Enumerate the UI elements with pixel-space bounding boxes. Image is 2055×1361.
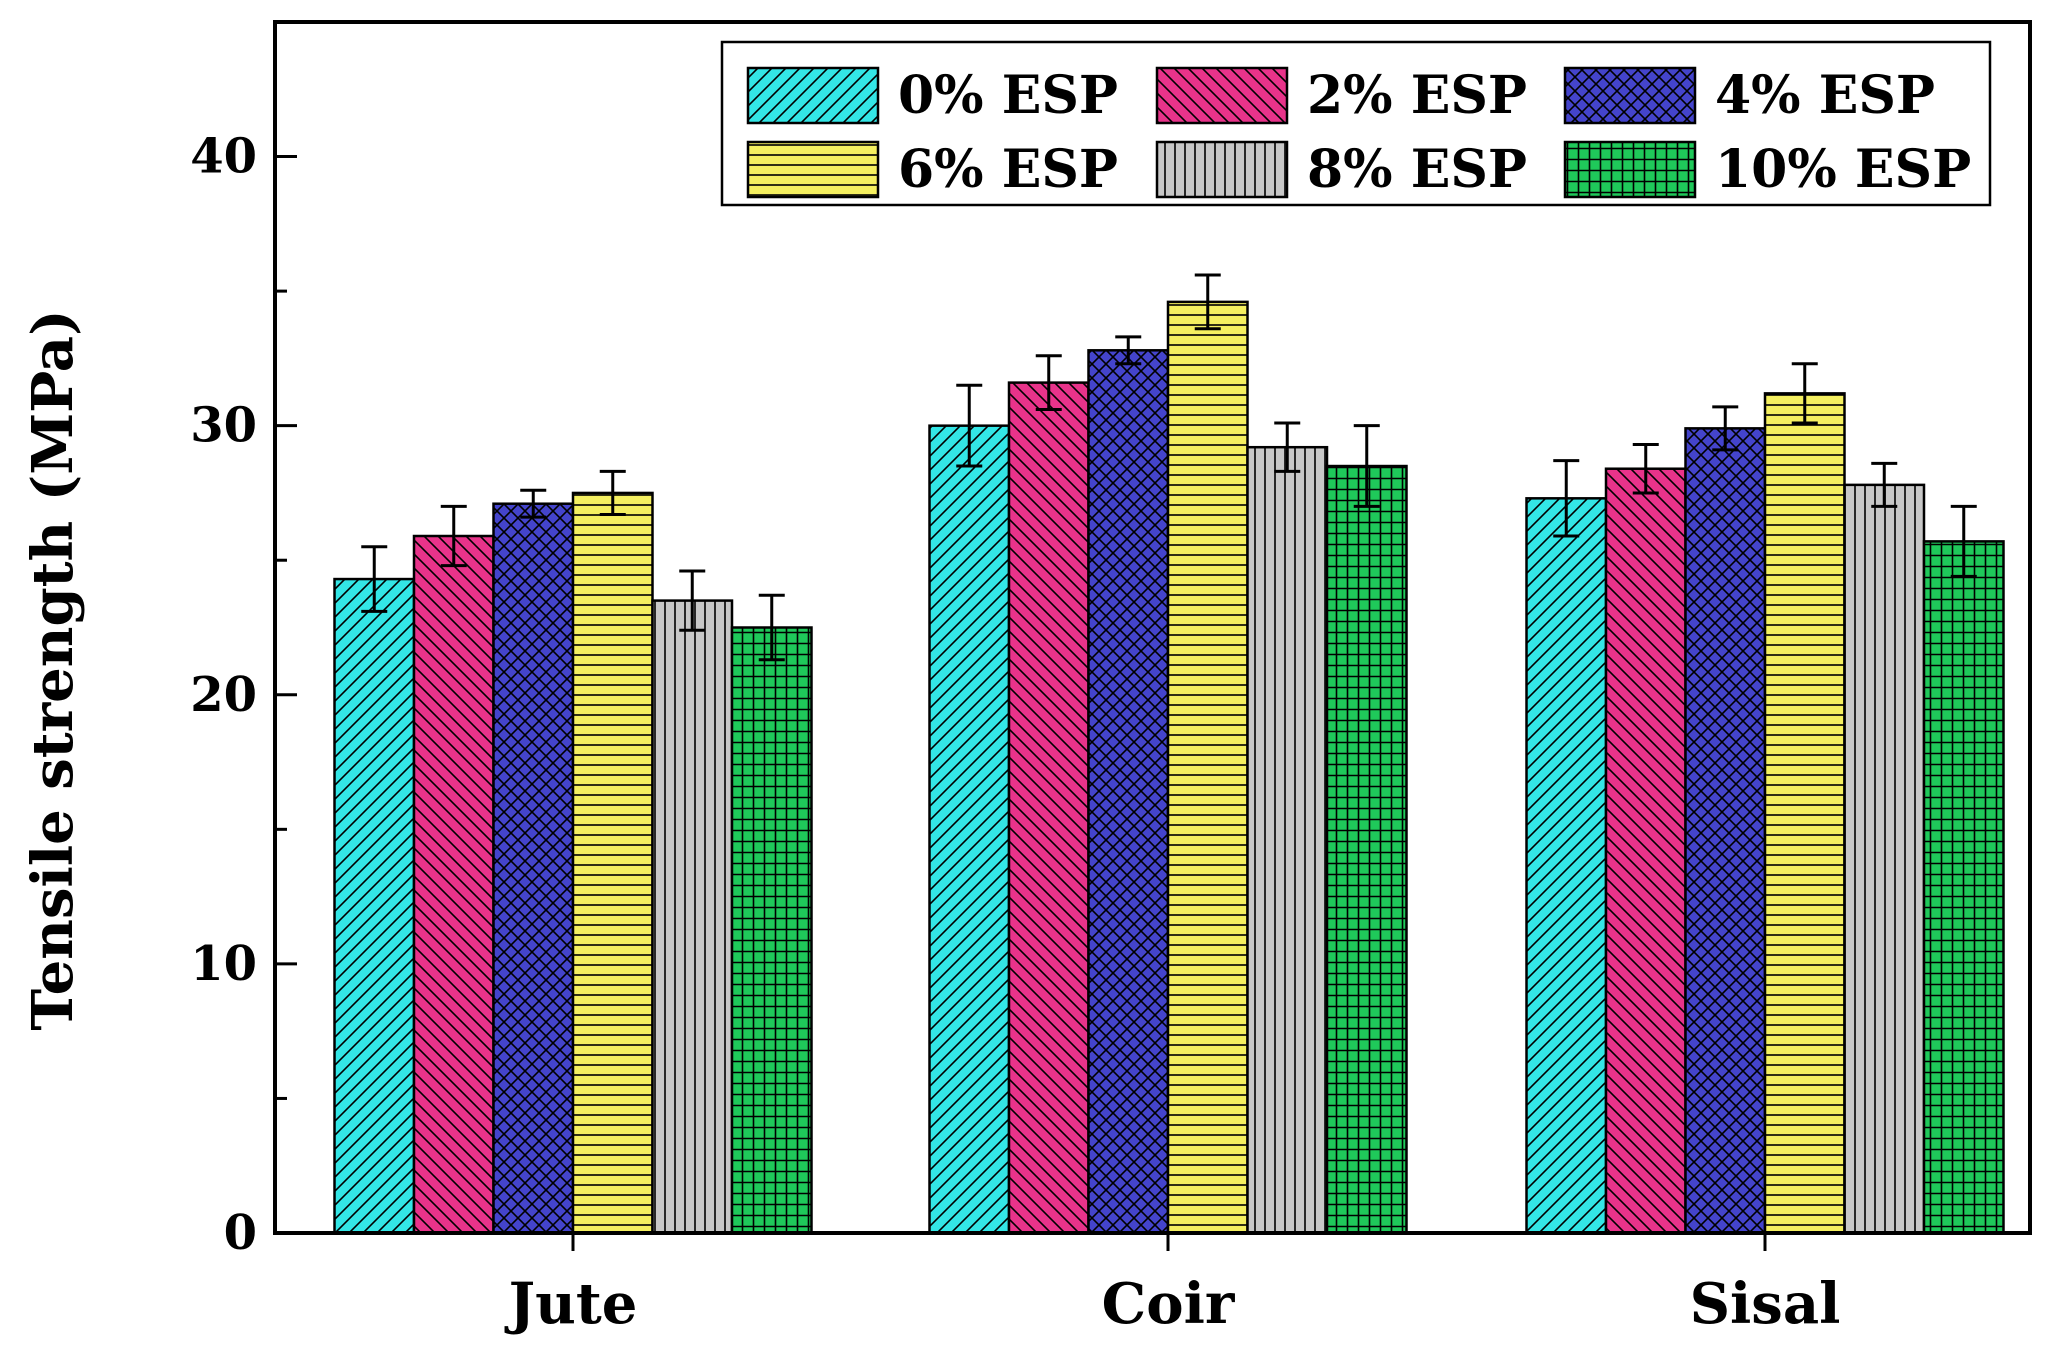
bar-coir-8esp: [1246, 445, 1329, 1235]
y-tick-label: 0: [224, 1205, 257, 1261]
error-bar-coir-10esp: [1353, 424, 1380, 508]
bar-sisal-4esp: [1684, 427, 1767, 1235]
error-bar-coir-2esp: [1035, 354, 1062, 412]
x-category-label: Sisal: [1690, 1271, 1841, 1337]
error-bar-jute-8esp: [679, 569, 706, 632]
legend-swatch: [1563, 66, 1697, 125]
y-axis: 0 10 20 30 40: [190, 20, 297, 1261]
error-bar-coir-8esp: [1274, 421, 1301, 473]
error-bar-jute-6esp: [599, 469, 626, 516]
legend-label: 0% ESP: [898, 65, 1118, 126]
y-tick-label: 40: [190, 129, 257, 185]
legend-label: 4% ESP: [1715, 65, 1935, 126]
bar-jute-4esp: [492, 502, 575, 1235]
error-bar-sisal-10esp: [1950, 504, 1977, 578]
x-category-label: Jute: [504, 1271, 638, 1337]
legend-label: 10% ESP: [1715, 139, 1971, 200]
x-axis: Jute Coir Sisal: [504, 1233, 1841, 1337]
bar-coir-6esp: [1166, 300, 1249, 1235]
bar-jute-8esp: [651, 599, 734, 1235]
legend-swatch: [1155, 66, 1289, 125]
bar-sisal-0esp: [1525, 497, 1608, 1235]
bar-sisal-6esp: [1763, 392, 1846, 1235]
bar-jute-0esp: [333, 577, 416, 1235]
y-tick-label: 30: [190, 398, 257, 454]
x-category-label: Coir: [1102, 1271, 1236, 1337]
bar-jute-2esp: [412, 534, 495, 1235]
bar-jute-6esp: [571, 491, 654, 1235]
legend-swatch: [746, 140, 880, 199]
legend-swatch: [1155, 140, 1289, 199]
legend-swatch: [1563, 140, 1697, 199]
plot-frame: [273, 20, 2032, 1235]
legend-label: 6% ESP: [898, 139, 1118, 200]
bars-layer: [333, 300, 2005, 1235]
error-bar-sisal-2esp: [1632, 443, 1659, 495]
error-bar-jute-2esp: [440, 504, 467, 568]
legend-box: [720, 40, 1992, 207]
error-bar-sisal-8esp: [1871, 461, 1898, 508]
bar-coir-10esp: [1325, 464, 1408, 1235]
error-bar-coir-6esp: [1194, 273, 1221, 331]
error-bar-jute-4esp: [520, 488, 547, 519]
legend: 0% ESP 2% ESP 4% ESP 6% ESP 8% ESP 10% ESP: [720, 40, 1992, 207]
y-tick-label: 10: [190, 936, 257, 992]
legend-label: 8% ESP: [1307, 139, 1527, 200]
error-bars-layer: [361, 273, 1977, 662]
error-bar-jute-10esp: [758, 593, 785, 662]
bar-sisal-8esp: [1843, 483, 1926, 1235]
error-bar-sisal-4esp: [1712, 405, 1739, 452]
bar-sisal-2esp: [1604, 467, 1687, 1235]
y-axis-title: Tensile strength (MPa): [20, 309, 86, 1030]
legend-swatch: [746, 66, 880, 125]
bar-jute-10esp: [730, 626, 813, 1235]
error-bar-sisal-6esp: [1791, 362, 1818, 425]
bar-coir-4esp: [1087, 349, 1170, 1235]
bar-coir-2esp: [1007, 381, 1090, 1235]
error-bar-coir-0esp: [956, 383, 983, 468]
error-bar-coir-4esp: [1115, 335, 1142, 366]
bar-coir-0esp: [928, 424, 1011, 1235]
y-tick-label: 20: [190, 667, 257, 723]
error-bar-jute-0esp: [361, 545, 388, 613]
legend-label: 2% ESP: [1307, 65, 1527, 126]
error-bar-sisal-0esp: [1553, 459, 1580, 538]
bar-sisal-10esp: [1922, 540, 2005, 1235]
